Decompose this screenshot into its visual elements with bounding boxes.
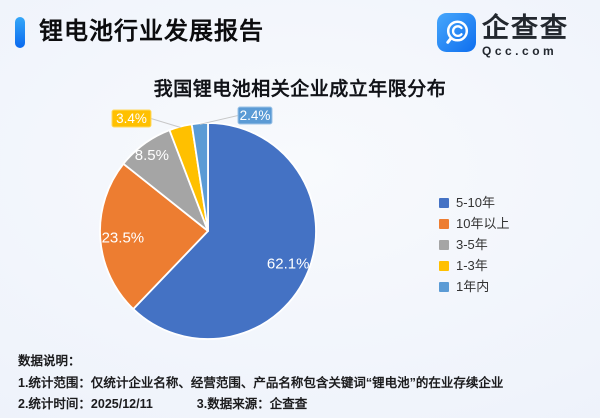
legend-label: 10年以上	[456, 216, 510, 231]
legend-item-3-5年: 3-5年	[439, 238, 509, 251]
callout-box-1年内	[237, 106, 273, 125]
report-header: 锂电池行业发展报告 企查查 Qcc.com	[0, 0, 600, 64]
qcc-logo-name: 企查查	[482, 13, 569, 43]
pie-slice-5-10年	[132, 122, 317, 340]
legend-label: 1-3年	[456, 258, 488, 273]
callout-label-1年内: 2.4%	[240, 108, 271, 123]
footnote-source: 3.数据来源：企查查	[196, 397, 308, 411]
legend-label: 3-5年	[456, 237, 488, 252]
pie-inner-label-5-10年: 62.1%	[267, 256, 310, 273]
legend-label: 1年内	[456, 279, 490, 294]
callout-label-1-3年: 3.4%	[116, 111, 147, 126]
pie-slice-10年以上	[99, 162, 209, 310]
callout-box-1-3年	[111, 109, 152, 128]
callout-line-1-3年	[150, 118, 181, 129]
legend-item-1年内: 1年内	[439, 280, 509, 293]
report-title: 锂电池行业发展报告	[39, 18, 264, 45]
qcc-logo-text: 企查查 Qcc.com	[482, 13, 569, 59]
callout-line-1年内	[199, 115, 239, 125]
pie-inner-label-10年以上: 23.5%	[102, 229, 145, 246]
footnotes: 数据说明： 1.统计范围：仅统计企业名称、经营范围、产品名称包含关键词“锂电池”…	[18, 354, 588, 412]
legend-swatch-icon	[439, 260, 449, 271]
legend-swatch-icon	[439, 197, 449, 208]
footnotes-heading: 数据说明：	[18, 354, 81, 368]
footnote-time: 2.统计时间：2025/12/11	[18, 397, 153, 411]
legend: 5-10年 10年以上 3-5年 1-3年 1年内	[439, 196, 509, 293]
legend-swatch-icon	[439, 218, 449, 229]
qcc-logo-icon	[437, 13, 476, 52]
legend-swatch-icon	[439, 239, 449, 250]
legend-label: 5-10年	[456, 195, 496, 210]
qcc-logo: 企查查 Qcc.com	[437, 13, 569, 58]
pie-slice-1年内	[190, 122, 209, 232]
legend-item-10年以上: 10年以上	[439, 217, 509, 230]
legend-swatch-icon	[439, 281, 449, 292]
footnote-time-source: 2.统计时间：2025/12/11 3.数据来源：企查查	[18, 397, 588, 412]
chart-title: 我国锂电池相关企业成立年限分布	[153, 79, 447, 100]
pie-inner-label-3-5年: 8.5%	[135, 147, 169, 164]
legend-item-5-10年: 5-10年	[439, 196, 509, 209]
footnote-scope: 1.统计范围：仅统计企业名称、经营范围、产品名称包含关键词“锂电池”的在业存续企…	[18, 375, 504, 390]
qcc-logo-domain: Qcc.com	[482, 44, 558, 58]
legend-item-1-3年: 1-3年	[439, 259, 509, 272]
title-accent-bar	[15, 17, 25, 48]
